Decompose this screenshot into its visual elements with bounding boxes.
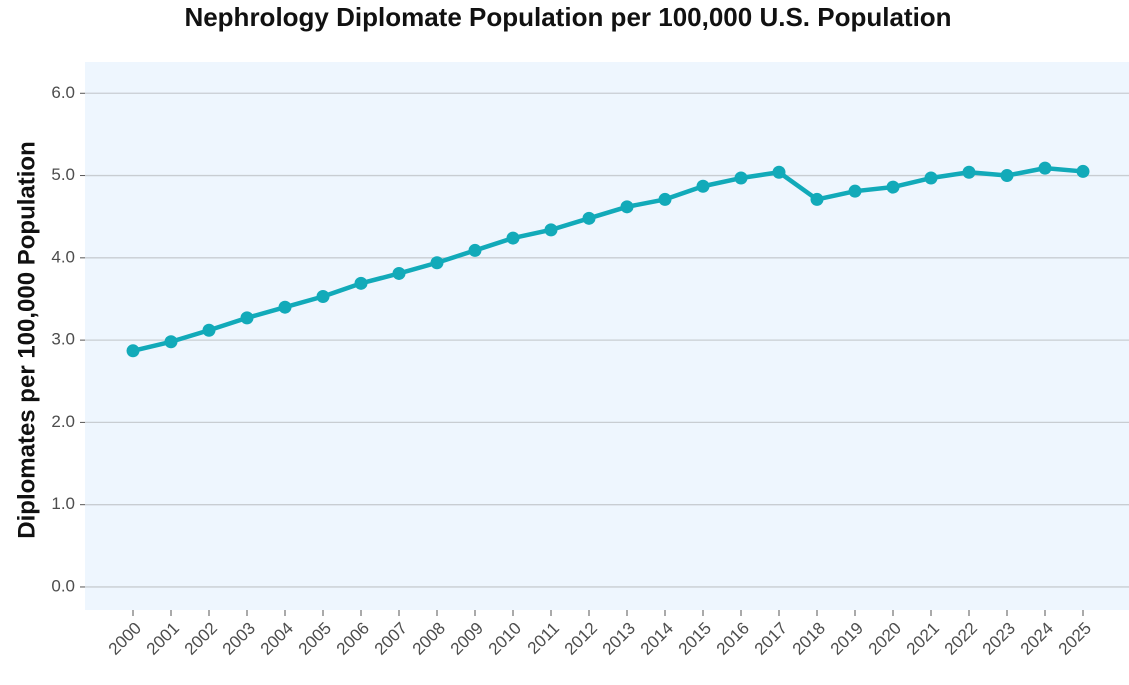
data-point xyxy=(316,290,330,304)
data-point xyxy=(848,184,862,198)
data-point xyxy=(696,179,710,193)
x-tick-label: 2014 xyxy=(637,619,677,659)
data-point xyxy=(468,243,482,257)
x-tick-label: 2002 xyxy=(181,619,221,659)
data-point xyxy=(1038,161,1052,175)
y-tick-label: 2.0 xyxy=(51,412,75,431)
data-point xyxy=(924,171,938,185)
data-line xyxy=(132,165,1084,353)
data-point xyxy=(1000,169,1014,183)
data-point xyxy=(354,276,368,290)
x-tick-label: 2018 xyxy=(789,619,829,659)
x-tick-label: 2004 xyxy=(257,619,297,659)
y-tick-label: 5.0 xyxy=(51,165,75,184)
x-tick-label: 2017 xyxy=(751,619,791,659)
data-point xyxy=(962,165,976,179)
x-tick-label: 2016 xyxy=(713,619,753,659)
x-tick-label: 2011 xyxy=(524,619,563,658)
data-point xyxy=(392,266,406,280)
x-tick-label: 2000 xyxy=(105,619,145,659)
x-tick-label: 2020 xyxy=(865,619,905,659)
x-tick-label: 2022 xyxy=(941,619,981,659)
x-tick-label: 2008 xyxy=(409,619,449,659)
data-point xyxy=(620,200,634,214)
chart-title: Nephrology Diplomate Population per 100,… xyxy=(184,2,951,32)
y-tick-label: 4.0 xyxy=(51,247,75,266)
x-tick-label: 2005 xyxy=(295,619,335,659)
x-tick-label: 2021 xyxy=(903,619,943,659)
x-tick-label: 2003 xyxy=(219,619,259,659)
data-point xyxy=(126,344,140,358)
data-point xyxy=(430,256,444,270)
data-point xyxy=(734,171,748,185)
x-tick-label: 2009 xyxy=(447,619,487,659)
data-point xyxy=(886,180,900,194)
x-tick-label: 2019 xyxy=(827,619,867,659)
x-tick-label: 2025 xyxy=(1055,619,1095,659)
y-tick-label: 6.0 xyxy=(51,83,75,102)
x-tick-label: 2006 xyxy=(333,619,373,659)
data-point xyxy=(240,311,254,325)
data-point xyxy=(506,231,520,245)
y-axis-label: Diplomates per 100,000 Population xyxy=(13,141,40,538)
x-tick-label: 2023 xyxy=(979,619,1019,659)
x-tick-label: 2013 xyxy=(599,619,639,659)
y-tick-label: 1.0 xyxy=(51,494,75,513)
x-tick-label: 2015 xyxy=(675,619,715,659)
data-point xyxy=(582,211,596,225)
x-tick-label: 2007 xyxy=(371,619,411,659)
data-point xyxy=(278,300,292,314)
x-tick-label: 2024 xyxy=(1017,619,1057,659)
data-point xyxy=(164,335,178,349)
data-point xyxy=(202,323,216,337)
data-point xyxy=(658,192,672,206)
x-tick-label: 2001 xyxy=(143,619,183,659)
y-tick-label: 3.0 xyxy=(51,330,75,349)
y-tick-label: 0.0 xyxy=(51,576,75,595)
x-tick-label: 2012 xyxy=(561,619,601,659)
plot-background xyxy=(85,62,1129,610)
data-point xyxy=(1076,164,1090,178)
data-point xyxy=(810,192,824,206)
data-point xyxy=(544,223,558,237)
data-point xyxy=(772,165,786,179)
x-tick-label: 2010 xyxy=(485,619,525,659)
